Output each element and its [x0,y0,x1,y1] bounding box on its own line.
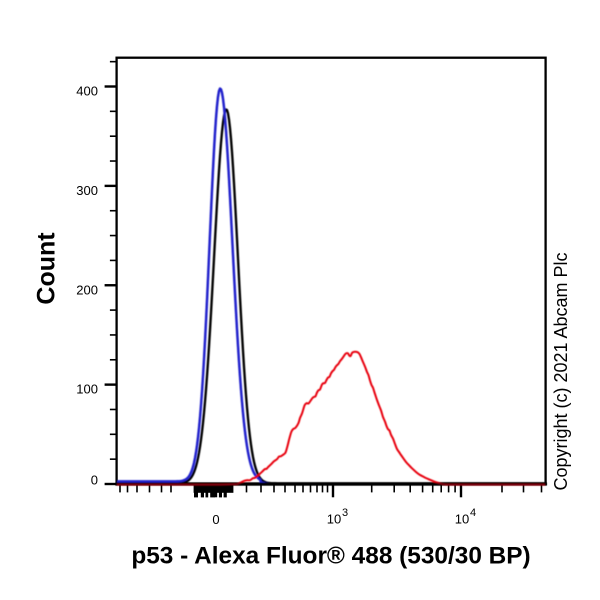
svg-text:0: 0 [212,512,219,527]
svg-text:p53 - Alexa Fluor® 488 (530/30: p53 - Alexa Fluor® 488 (530/30 BP) [131,543,530,570]
svg-text:300: 300 [76,183,98,198]
svg-text:3: 3 [342,507,348,519]
svg-text:10: 10 [327,512,341,527]
svg-text:0: 0 [91,473,98,488]
svg-text:Copyright (c) 2021 Abcam Plc: Copyright (c) 2021 Abcam Plc [551,252,571,490]
svg-text:10: 10 [455,512,469,527]
svg-text:200: 200 [76,282,98,297]
svg-text:100: 100 [76,382,98,397]
svg-text:4: 4 [470,507,476,519]
svg-text:400: 400 [76,84,98,99]
svg-text:Count: Count [33,232,61,305]
